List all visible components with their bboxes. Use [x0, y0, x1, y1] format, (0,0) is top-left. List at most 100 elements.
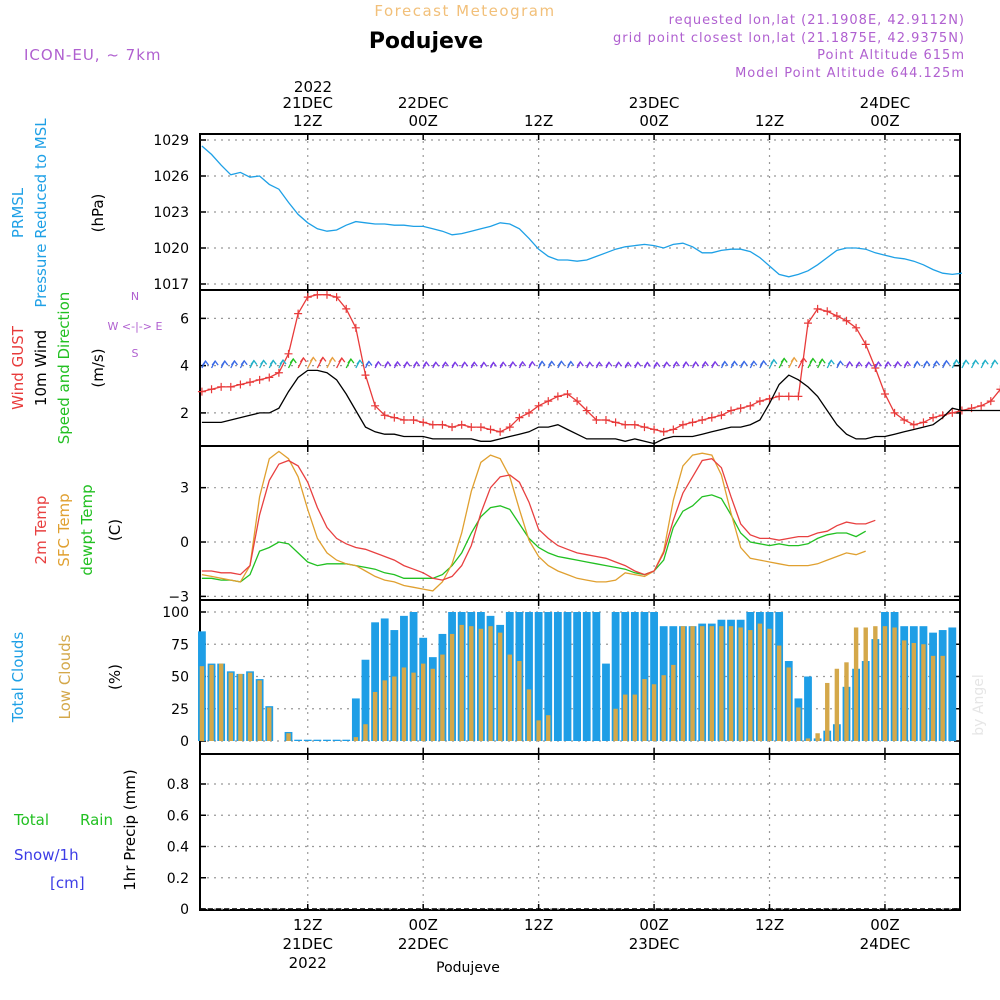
- low-cloud-bar: [401, 667, 407, 741]
- low-cloud-bar: [709, 626, 714, 741]
- y-tick-label: 0.4: [167, 840, 189, 856]
- wind-arrow-head: [615, 361, 623, 367]
- total-cloud-bar: [332, 739, 341, 741]
- gust-marker: [621, 420, 630, 429]
- wind-arrow-head: [221, 360, 229, 366]
- low-cloud-bar: [353, 737, 359, 741]
- low-cloud-bar: [430, 668, 436, 741]
- gust-marker: [929, 413, 938, 422]
- top-tick-hour: 12Z: [293, 112, 322, 130]
- total-cloud-bar: [582, 612, 591, 741]
- gust-marker: [813, 304, 822, 313]
- gust-marker: [448, 423, 457, 432]
- total-cloud-bar: [534, 612, 543, 741]
- wind-arrow-head: [942, 359, 950, 366]
- gust-marker: [794, 392, 803, 401]
- precip-label-total: Total: [13, 811, 49, 829]
- y-tick-label: 75: [171, 637, 189, 653]
- wind-arrow-head: [972, 359, 980, 365]
- wind-arrow-head: [981, 359, 989, 365]
- gust-marker: [900, 416, 909, 424]
- gust-marker: [217, 382, 226, 391]
- bottom-tick-label: 12Z: [755, 916, 784, 934]
- gust-marker: [361, 371, 370, 380]
- gust-line: [201, 294, 1000, 433]
- low-cloud-bar: [671, 664, 676, 741]
- top-tick-date: 23DEC: [629, 94, 680, 112]
- pressure-label-2: Pressure Reduced to MSL: [32, 118, 50, 308]
- bottom-tick-label: 22DEC: [398, 935, 449, 953]
- total-cloud-bar: [602, 663, 610, 741]
- wind-arrow-head: [211, 360, 219, 366]
- bottom-tick-label: 00Z: [409, 916, 438, 934]
- temp-label-1: 2m Temp: [32, 496, 50, 565]
- low-cloud-bar: [719, 626, 724, 741]
- low-cloud-bar: [497, 632, 503, 741]
- gust-marker: [650, 425, 659, 434]
- wind-arrow-head: [432, 361, 440, 367]
- bottom-tick-label: 12Z: [524, 916, 553, 934]
- wind-arrow-head: [499, 361, 507, 367]
- y-tick-label: 0: [180, 902, 189, 918]
- total-cloud-bar: [948, 627, 957, 741]
- gust-marker: [515, 413, 524, 422]
- gust-marker: [284, 349, 293, 358]
- gust-marker: [534, 401, 543, 410]
- low-cloud-bar: [420, 663, 426, 741]
- bottom-tick-label: 23DEC: [629, 935, 680, 953]
- low-cloud-bar: [911, 642, 917, 741]
- wind-arrow-head: [384, 360, 392, 367]
- y-tick-label: 6: [180, 311, 189, 327]
- point-altitude: Point Altitude 615m: [817, 48, 965, 63]
- gust-marker: [197, 387, 206, 396]
- wind-arrow-head: [289, 357, 297, 364]
- low-cloud-bar: [930, 655, 936, 741]
- wind-arrow-head: [250, 359, 258, 365]
- gust-marker: [659, 427, 668, 436]
- y-tick-label: 0.6: [167, 808, 189, 824]
- wind-arrow-head: [260, 359, 268, 365]
- gust-marker: [948, 408, 957, 417]
- wind-arrow-head: [338, 357, 346, 363]
- top-tick-date: 24DEC: [860, 94, 911, 112]
- low-cloud-bar: [892, 627, 897, 741]
- wind-arrow-head: [624, 361, 632, 367]
- top-year-label: 2022: [294, 78, 332, 96]
- low-cloud-bar: [199, 666, 205, 741]
- gust-marker: [207, 385, 216, 394]
- low-cloud-bar: [218, 663, 224, 741]
- bottom-tick-label: 12Z: [293, 916, 322, 934]
- total-cloud-bar: [592, 612, 601, 741]
- wind-arrow-head: [653, 361, 661, 368]
- gust-marker: [563, 390, 572, 398]
- cloud-unit: (%): [106, 664, 124, 690]
- pressure-panel: [201, 145, 962, 278]
- low-cloud-bar: [382, 680, 387, 741]
- low-cloud-bar: [805, 738, 811, 741]
- low-cloud-bar: [440, 654, 445, 741]
- gust-marker: [294, 309, 303, 318]
- gust-marker: [804, 319, 812, 328]
- low-cloud-bar: [392, 676, 397, 741]
- wind-arrow-head: [770, 358, 778, 365]
- top-tick-date: 21DEC: [282, 94, 333, 112]
- gust-marker: [669, 425, 678, 434]
- bottom-tick-label: 00Z: [870, 916, 899, 934]
- gust-marker: [919, 418, 928, 427]
- total-cloud-bar: [650, 612, 658, 741]
- gust-marker: [775, 392, 784, 401]
- low-cloud-bar: [247, 672, 253, 741]
- pressure-unit: (hPa): [89, 194, 107, 233]
- top-tick-hour: 00Z: [639, 112, 668, 130]
- low-cloud-bar: [286, 733, 291, 741]
- wind-arrow-head: [634, 361, 642, 367]
- pressure-label-1: PRMSL: [9, 187, 27, 238]
- low-cloud-bar: [863, 627, 868, 741]
- total-cloud-bar: [380, 618, 389, 741]
- total-cloud-bar: [303, 739, 312, 741]
- wind-arrow-head: [595, 361, 603, 367]
- gust-marker: [688, 418, 697, 427]
- y-tick-label: 0.2: [167, 871, 189, 887]
- gust-marker: [678, 420, 687, 429]
